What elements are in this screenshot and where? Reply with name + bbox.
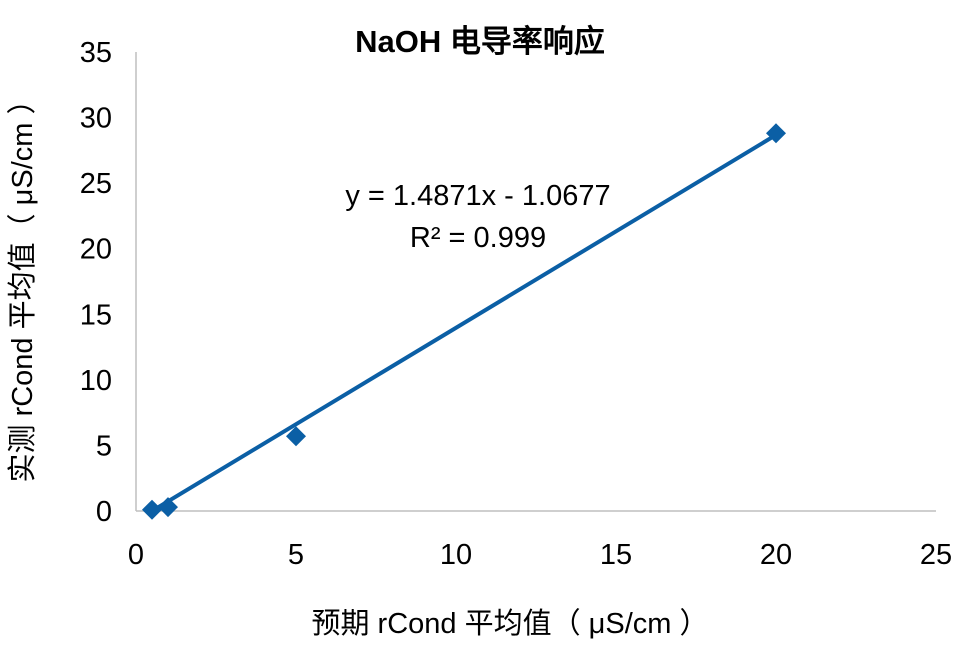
y-tick-label: 25 (80, 168, 112, 200)
x-tick-labels: 0 5 10 15 20 25 (128, 539, 952, 571)
chart-title: NaOH 电导率响应 (355, 24, 605, 59)
y-tick-labels: 0 5 10 15 20 25 30 35 (80, 37, 112, 528)
y-axis-label: 实测 rCond 平均值（ μS/cm ） (6, 86, 39, 483)
data-point (142, 499, 162, 520)
trendline-group (150, 132, 778, 513)
axes (135, 52, 936, 512)
x-tick-label: 15 (600, 539, 632, 571)
x-axis-label: 预期 rCond 平均值（ μS/cm ） (312, 607, 709, 640)
y-tick-label: 5 (96, 430, 112, 462)
y-tick-label: 20 (80, 234, 112, 266)
x-tick-label: 20 (760, 539, 792, 571)
data-point (766, 123, 786, 144)
trendline (150, 132, 778, 513)
y-tick-label: 15 (80, 299, 112, 331)
x-tick-label: 0 (128, 539, 144, 571)
y-tick-label: 0 (96, 496, 112, 528)
x-tick-label: 25 (920, 539, 952, 571)
y-tick-label: 30 (80, 103, 112, 135)
x-tick-label: 5 (288, 539, 304, 571)
data-point (286, 426, 306, 447)
data-points (142, 123, 786, 520)
r-squared-label: R² = 0.999 (410, 222, 546, 254)
x-tick-label: 10 (440, 539, 472, 571)
trendline-equation: y = 1.4871x - 1.0677 (345, 180, 610, 212)
y-tick-label: 35 (80, 37, 112, 69)
data-point (158, 497, 178, 518)
y-tick-label: 10 (80, 365, 112, 397)
